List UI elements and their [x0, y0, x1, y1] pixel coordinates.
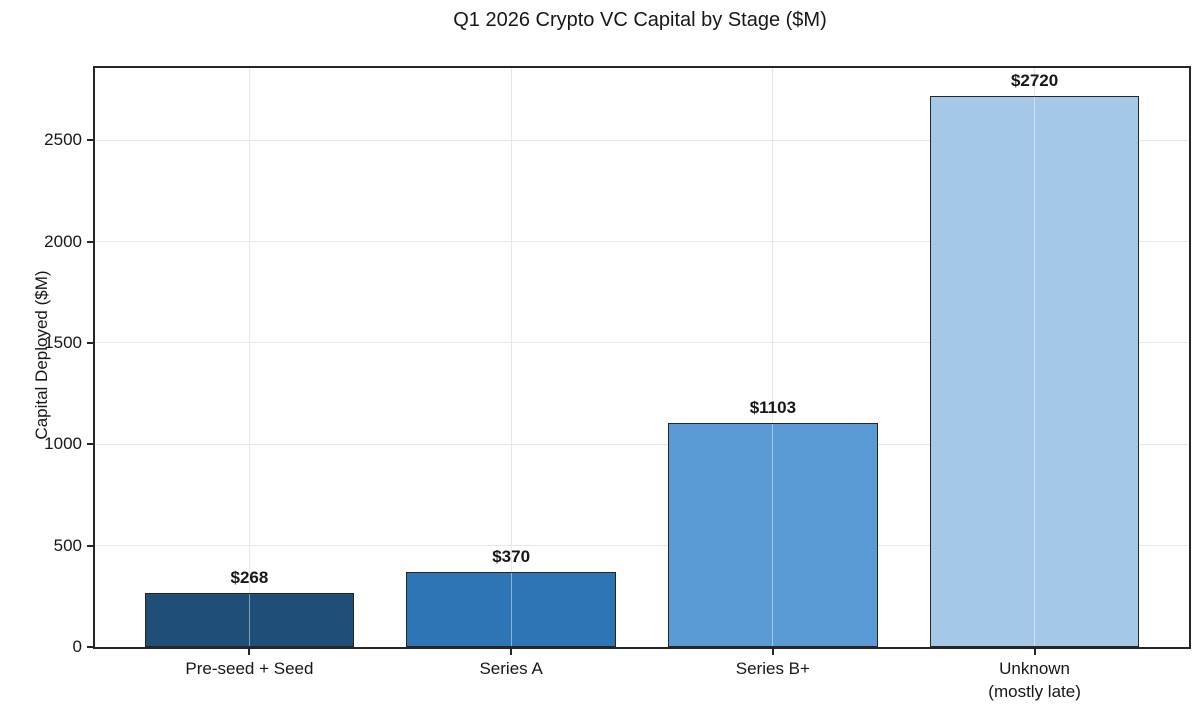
- y-tick-mark: [87, 443, 93, 446]
- gridline-horizontal: [95, 545, 1189, 547]
- bar-value-label: $1103: [749, 398, 797, 418]
- y-tick-label: 500: [53, 535, 82, 555]
- chart-title: Q1 2026 Crypto VC Capital by Stage ($M): [453, 9, 827, 31]
- y-axis-title: Capital Deployed ($M): [32, 270, 51, 440]
- x-tick-label: Series B+: [735, 659, 810, 678]
- y-tick-mark: [87, 240, 93, 243]
- gridline-over-bar: [1034, 96, 1036, 646]
- gridline-vertical: [510, 68, 512, 647]
- bar-unknown: [929, 95, 1140, 647]
- y-tick-label: 1000: [44, 434, 82, 454]
- bar-pre-seed-seed: [144, 592, 355, 647]
- y-tick-label: 0: [72, 637, 82, 656]
- x-tick-mark: [771, 649, 774, 655]
- gridline-over-bar: [510, 573, 512, 646]
- y-tick-label: 2500: [44, 130, 82, 150]
- gridline-horizontal: [95, 139, 1189, 141]
- gridline-horizontal: [95, 443, 1189, 445]
- x-tick-mark: [510, 649, 513, 655]
- y-tick-label: 2000: [44, 231, 82, 251]
- x-tick-mark: [1033, 649, 1036, 655]
- y-tick-mark: [87, 139, 93, 142]
- gridline-vertical: [772, 68, 774, 647]
- bar-series-b-: [668, 423, 878, 647]
- gridline-over-bar: [248, 593, 250, 646]
- bar-value-label: $2720: [1010, 70, 1059, 90]
- x-tick-label: Pre-seed + Seed: [185, 659, 314, 678]
- gridline-horizontal: [95, 241, 1189, 243]
- bar-series-a: [406, 572, 616, 647]
- x-tick-mark: [248, 649, 251, 655]
- x-tick-label: Series A: [479, 659, 543, 678]
- gridline-over-bar: [772, 424, 774, 646]
- y-tick-mark: [87, 341, 93, 344]
- y-tick-mark: [87, 544, 93, 547]
- bar-value-label: $370: [492, 547, 531, 566]
- gridline-horizontal: [95, 342, 1189, 344]
- plot-area: $268 $370 $1103 $2720: [93, 66, 1191, 649]
- gridline-vertical: [248, 68, 250, 647]
- x-tick-label: Unknown (mostly late): [988, 659, 1081, 701]
- y-tick-label: 1500: [44, 332, 82, 352]
- y-tick-mark: [87, 646, 93, 648]
- bar-value-label: $268: [230, 567, 269, 587]
